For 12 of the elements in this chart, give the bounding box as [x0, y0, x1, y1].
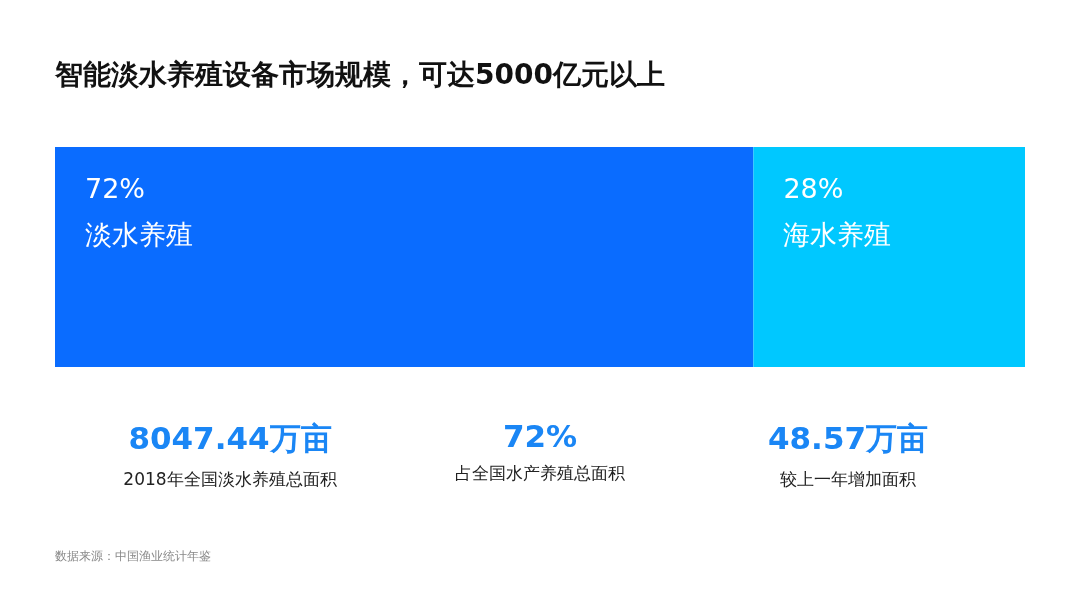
data-label: 28% — [783, 173, 844, 204]
series-label: 海水养殖 — [783, 219, 892, 250]
source-note: 数据来源：中国渔业统计年鉴 — [55, 548, 211, 565]
chart-title: 智能淡水养殖设备市场规模，可达5000亿元以上 — [55, 57, 665, 93]
text: 48.57万亩 — [766, 419, 930, 458]
text: 72% — [501, 418, 579, 454]
series-label: 淡水养殖 — [85, 219, 193, 250]
text: 占全国水产养殖总面积 — [454, 462, 626, 485]
text: 较上一年增加面积 — [779, 468, 917, 491]
text: 2018年全国淡水养殖总面积 — [122, 468, 338, 491]
data-label: 72% — [85, 173, 146, 204]
text: 8047.44万亩 — [127, 419, 333, 458]
